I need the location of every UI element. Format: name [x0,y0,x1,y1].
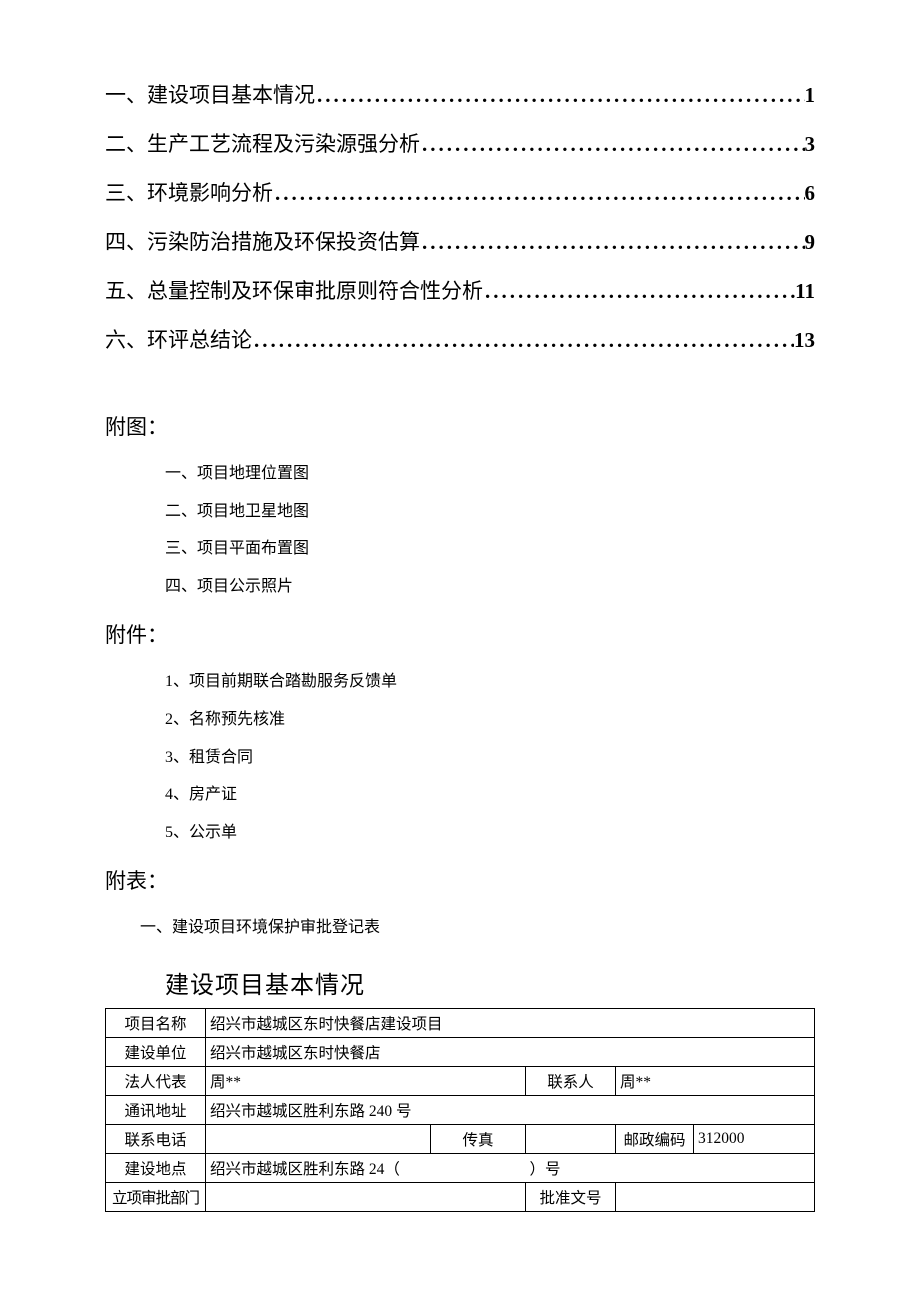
toc-row: 五、总量控制及环保审批原则符合性分析 11 [105,281,815,302]
table-title: 建设项目基本情况 [165,965,815,1000]
value-legal-rep: 周** [206,1066,526,1095]
toc-title: 五、总量控制及环保审批原则符合性分析 [105,281,483,302]
list-item: 四、项目公示照片 [165,568,815,606]
toc-page: 13 [794,330,815,351]
toc-leader [420,134,805,155]
figures-heading: 附图： [105,411,815,441]
figures-list: 一、项目地理位置图 二、项目地卫星地图 三、项目平面布置图 四、项目公示照片 [105,455,815,605]
label-postcode: 邮政编码 [616,1124,694,1153]
label-site: 建设地点 [106,1153,206,1182]
table-row: 项目名称 绍兴市越城区东时快餐店建设项目 [106,1008,815,1037]
toc-page: 3 [805,134,816,155]
toc-page: 6 [805,183,816,204]
toc-title: 三、环境影响分析 [105,183,273,204]
value-project-name: 绍兴市越城区东时快餐店建设项目 [206,1008,815,1037]
table-of-contents: 一、建设项目基本情况 1 二、生产工艺流程及污染源强分析 3 三、环境影响分析 … [105,85,815,351]
attachments-list: 1、项目前期联合踏勘服务反馈单 2、名称预先核准 3、租赁合同 4、房产证 5、… [105,663,815,851]
toc-row: 六、环评总结论 13 [105,330,815,351]
value-approval-no [616,1182,815,1211]
label-approval-dept: 立项审批部门 [106,1182,206,1211]
list-item: 3、租赁合同 [165,739,815,777]
toc-page: 11 [795,281,815,302]
toc-row: 四、污染防治措施及环保投资估算 9 [105,232,815,253]
list-item: 4、房产证 [165,776,815,814]
table-row: 立项审批部门 批准文号 [106,1182,815,1211]
list-item: 1、项目前期联合踏勘服务反馈单 [165,663,815,701]
list-item: 一、建设项目环境保护审批登记表 [140,909,815,947]
toc-title: 二、生产工艺流程及污染源强分析 [105,134,420,155]
table-row: 法人代表 周** 联系人 周** [106,1066,815,1095]
toc-row: 二、生产工艺流程及污染源强分析 3 [105,134,815,155]
toc-leader [483,281,795,302]
label-fax: 传真 [431,1124,526,1153]
toc-page: 1 [805,85,816,106]
label-contact-person: 联系人 [526,1066,616,1095]
list-item: 5、公示单 [165,814,815,852]
value-phone [206,1124,431,1153]
label-project-name: 项目名称 [106,1008,206,1037]
toc-title: 六、环评总结论 [105,330,252,351]
table-row: 通讯地址 绍兴市越城区胜利东路 240 号 [106,1095,815,1124]
value-address: 绍兴市越城区胜利东路 240 号 [206,1095,815,1124]
list-item: 一、项目地理位置图 [165,455,815,493]
list-item: 三、项目平面布置图 [165,530,815,568]
value-build-unit: 绍兴市越城区东时快餐店 [206,1037,815,1066]
table-row: 建设地点 绍兴市越城区胜利东路 24（ ）号 [106,1153,815,1182]
label-address: 通讯地址 [106,1095,206,1124]
value-site-b: ）号 [526,1153,815,1182]
value-fax [526,1124,616,1153]
list-item: 二、项目地卫星地图 [165,493,815,531]
project-info-table: 项目名称 绍兴市越城区东时快餐店建设项目 建设单位 绍兴市越城区东时快餐店 法人… [105,1008,815,1212]
toc-leader [420,232,805,253]
toc-leader [273,183,805,204]
value-approval-dept [206,1182,526,1211]
toc-leader [252,330,794,351]
toc-page: 9 [805,232,816,253]
label-legal-rep: 法人代表 [106,1066,206,1095]
toc-title: 一、建设项目基本情况 [105,85,315,106]
attachments-heading: 附件： [105,619,815,649]
label-approval-no: 批准文号 [526,1182,616,1211]
table-row: 联系电话 传真 邮政编码 312000 [106,1124,815,1153]
value-postcode: 312000 [694,1124,815,1153]
value-site-a: 绍兴市越城区胜利东路 24（ [206,1153,526,1182]
toc-title: 四、污染防治措施及环保投资估算 [105,232,420,253]
list-item: 2、名称预先核准 [165,701,815,739]
label-phone: 联系电话 [106,1124,206,1153]
toc-row: 三、环境影响分析 6 [105,183,815,204]
label-build-unit: 建设单位 [106,1037,206,1066]
toc-leader [315,85,805,106]
tables-heading: 附表： [105,865,815,895]
value-contact-person: 周** [616,1066,815,1095]
toc-row: 一、建设项目基本情况 1 [105,85,815,106]
table-row: 建设单位 绍兴市越城区东时快餐店 [106,1037,815,1066]
tables-list: 一、建设项目环境保护审批登记表 [105,909,815,947]
